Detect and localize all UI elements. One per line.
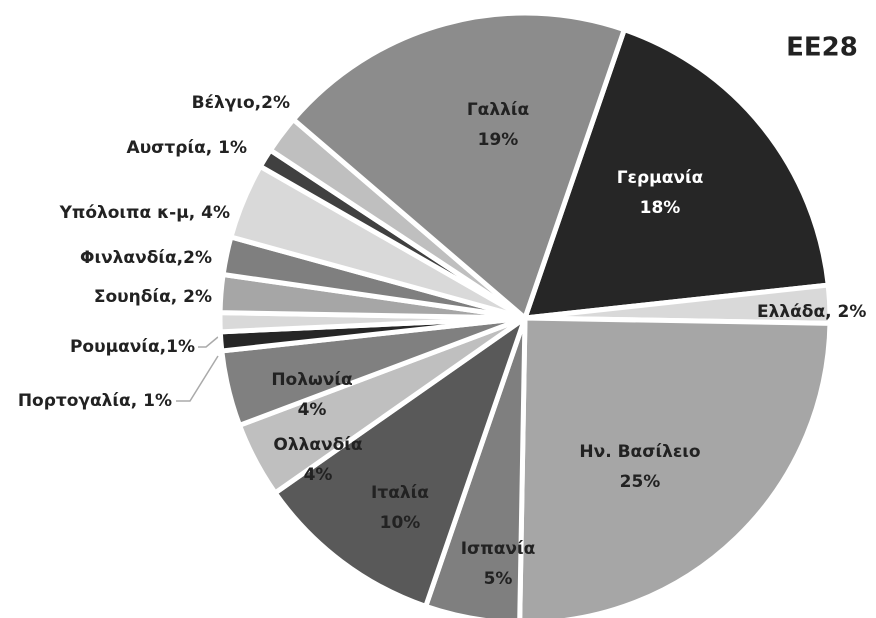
value-label: 19% [478,130,519,150]
pie-slice [272,315,528,609]
value-label: ,1% [160,337,195,357]
value-label: ,2% [255,93,290,113]
slice-label: Φινλανδία,2% [80,248,212,268]
value-label: 4% [298,400,327,420]
pie-slice [290,10,627,321]
slice-label: Γαλλία [467,100,529,120]
value-label: 5% [484,569,513,589]
slice-label: Ισπανία [461,539,536,559]
value-label: , 4% [189,203,230,223]
value-label: , 1% [131,391,172,411]
value-label: ,2% [177,248,212,268]
slice-label: Σουηδία, 2% [94,287,212,307]
slice-label: Γερμανία [617,168,704,188]
category-name: Πορτογαλία [18,391,131,411]
leader-line [198,336,219,348]
slice-label: Ολλανδία [273,435,362,455]
category-name: Βέλγιο [192,93,255,113]
leader-line [176,355,219,402]
value-label: , 1% [206,138,247,158]
value-label: , 2% [171,287,212,307]
slice-label: Αυστρία, 1% [127,138,247,158]
value-label: 25% [620,472,661,492]
category-name: Ρουμανία [70,337,160,357]
category-name: Ελλάδα [757,302,825,322]
slice-label: Ελλάδα, 2% [757,302,866,322]
chart-title: ΕΕ28 [786,33,858,63]
slice-label: Πολωνία [271,370,352,390]
slice-label: Ην. Βασίλειο [579,442,700,462]
slice-label: Ρουμανία,1% [70,337,195,357]
category-name: Αυστρία [127,138,206,158]
value-label: 18% [640,198,681,218]
value-label: , 2% [825,302,866,322]
value-label: 4% [304,465,333,485]
pie-slice [517,315,833,618]
slice-label: Υπόλοιπα κ-μ, 4% [59,203,230,223]
slice-label: Ιταλία [371,483,429,503]
slice-label: Πορτογαλία, 1% [18,391,172,411]
value-label: 10% [380,513,421,533]
category-name: Υπόλοιπα κ-μ [59,203,189,223]
category-name: Φινλανδία [80,248,177,268]
category-name: Σουηδία [94,287,171,307]
slice-label: Βέλγιο,2% [192,93,290,113]
